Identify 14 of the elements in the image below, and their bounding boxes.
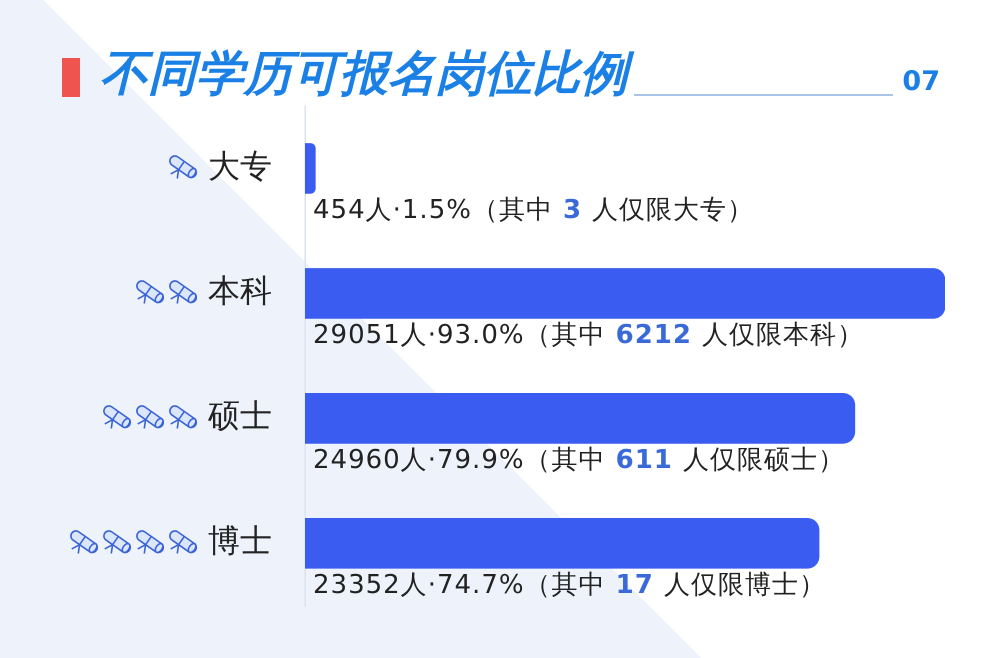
y-tick-label: 大专: [208, 146, 272, 185]
data-label: 23352人·74.7%（其中 17 人仅限博士）: [313, 570, 826, 600]
y-tick-label: 博士: [208, 522, 272, 560]
data-label: 24960人·79.9%（其中 611 人仅限硕士）: [313, 445, 845, 476]
data-label: 454人·1.5%（其中 3 人仅限大专）: [313, 195, 754, 226]
text: 07: [902, 66, 940, 98]
y-tick-label: 硕士: [207, 396, 272, 435]
bar: [305, 268, 945, 319]
bar: [305, 393, 856, 444]
y-tick-label: 本科: [208, 272, 272, 310]
data-label: 29051人·93.0%（其中 6212 人仅限本科）: [313, 320, 864, 350]
chart-title: 不同学历可报名岗位比例: [100, 45, 635, 102]
bar: [305, 143, 316, 194]
bar: [305, 518, 820, 569]
